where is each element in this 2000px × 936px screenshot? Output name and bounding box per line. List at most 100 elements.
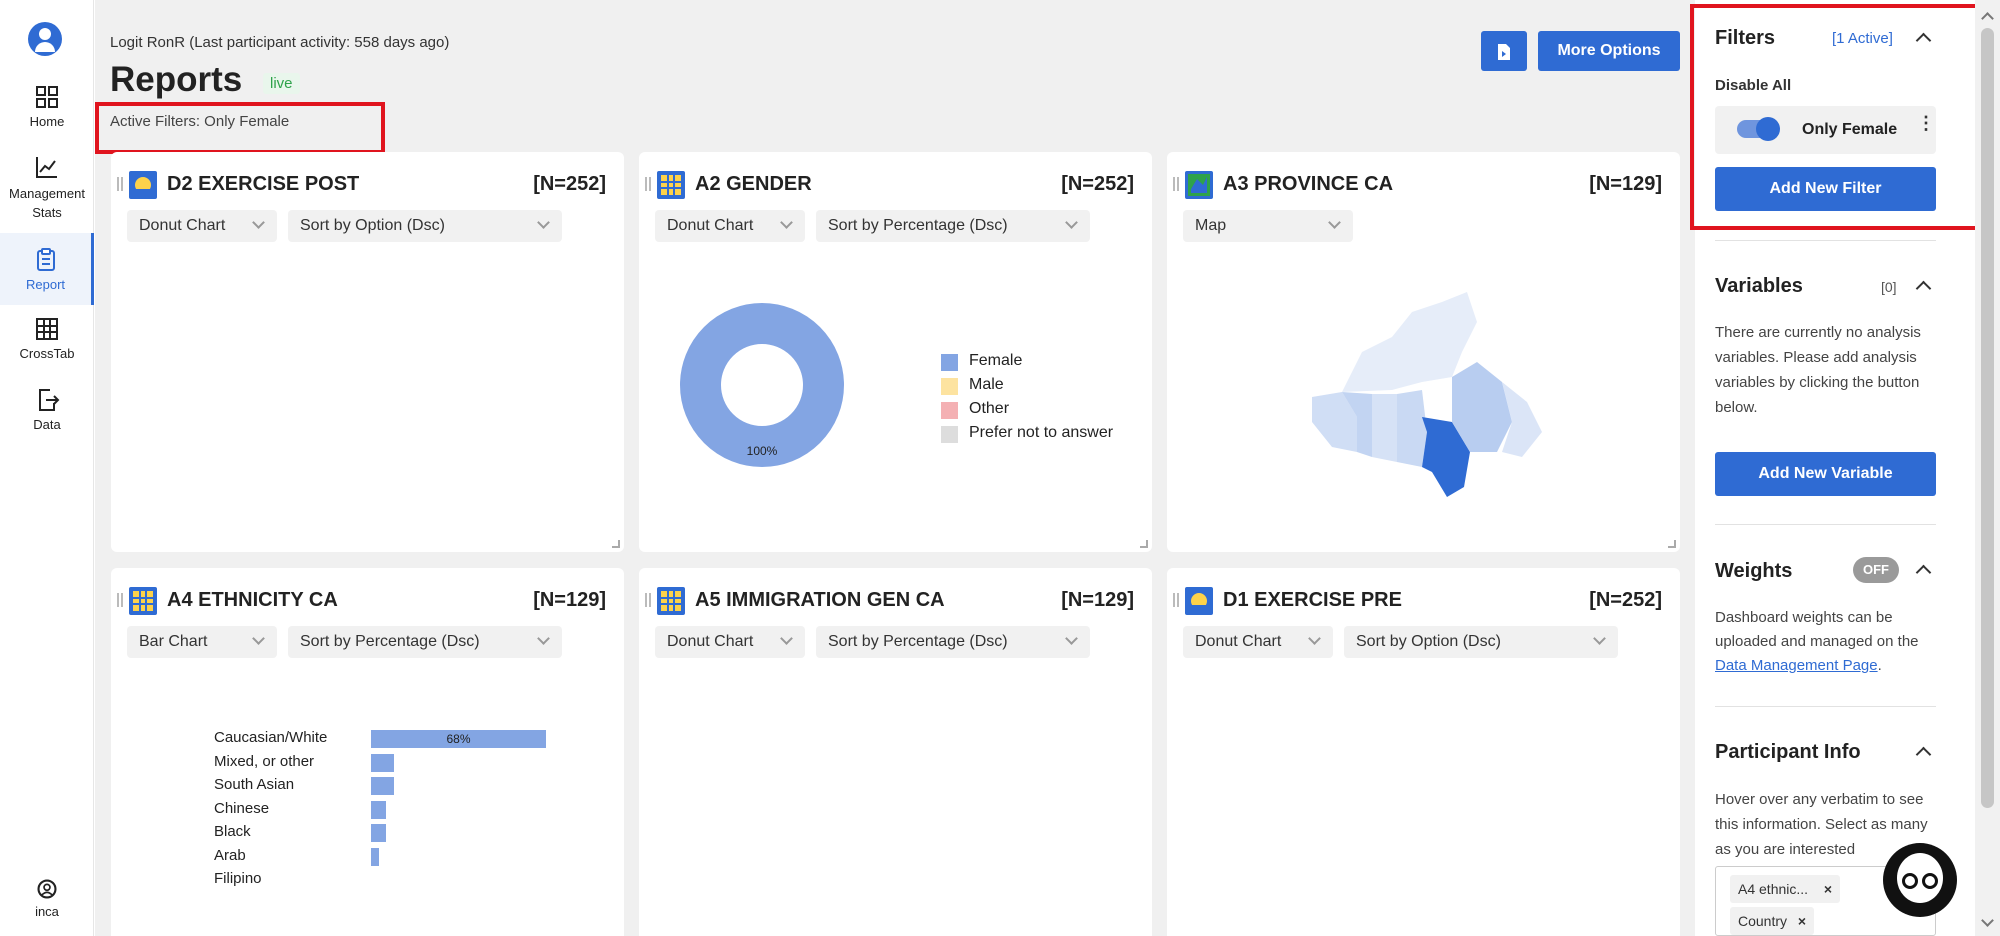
sort-select[interactable]: Sort by Percentage (Dsc) [816,210,1090,242]
card-title: D1 EXERCISE PRE [1223,589,1402,611]
card-d2-exercise-post: D2 EXERCISE POST [N=252] Donut Chart Sor… [111,152,624,552]
legend-label: Prefer not to answer [969,424,1114,441]
chart-type-select[interactable]: Donut Chart [1183,626,1333,658]
app-logo-icon[interactable] [28,22,62,56]
export-pdf-button[interactable] [1481,31,1527,71]
drag-handle-icon[interactable] [645,593,651,607]
donut-data-label: 100% [747,444,778,458]
legend-item[interactable]: Other [941,400,1010,419]
chart-type-select[interactable]: Bar Chart [127,626,277,658]
chart-type-select[interactable]: Donut Chart [655,626,805,658]
sort-value: Sort by Option (Dsc) [1356,633,1501,650]
card-a4-ethnicity-ca: A4 ETHNICITY CA [N=129] Bar Chart Sort b… [111,568,624,936]
card-n-count: [N=252] [1589,589,1662,611]
drag-handle-icon[interactable] [1173,593,1179,607]
chart-type-value: Bar Chart [139,633,208,650]
scroll-down-icon[interactable] [1981,914,1994,927]
card-n-count: [N=252] [533,173,606,195]
weights-description: Dashboard weights can be uploaded and ma… [1715,606,1937,678]
weights-text: Dashboard weights can be uploaded and ma… [1715,609,1919,650]
divider [1715,240,1936,241]
data-management-link[interactable]: Data Management Page [1715,657,1878,674]
remove-tag-icon[interactable]: × [1797,913,1806,929]
nav-item-user[interactable]: inca [0,878,94,919]
map-region-mb [1397,390,1427,467]
bar-arab[interactable] [371,847,379,866]
sort-select[interactable]: Sort by Percentage (Dsc) [816,626,1090,658]
filter-toggle[interactable] [1737,117,1780,141]
clipboard-icon [36,248,55,271]
nav-item-data[interactable]: Data [0,387,94,432]
add-new-variable-button[interactable]: Add New Variable [1715,452,1936,496]
add-new-filter-button[interactable]: Add New Filter [1715,167,1936,211]
weights-toggle-badge[interactable]: OFF [1853,557,1899,583]
map-question-icon [1185,171,1213,199]
chevron-up-icon[interactable] [1915,746,1932,763]
chart-type-select[interactable]: Map [1183,210,1353,242]
map-region-north [1342,292,1477,392]
bar-south-asian[interactable] [371,777,395,795]
grid-question-icon [657,587,685,615]
more-options-button[interactable]: More Options [1538,31,1680,71]
legend-swatch [941,402,958,419]
donut-question-icon [1185,587,1213,615]
canada-map [1312,292,1542,497]
chart-type-select[interactable]: Donut Chart [655,210,805,242]
card-title: A2 GENDER [695,173,812,195]
resize-handle-icon[interactable] [1140,540,1148,548]
filters-active-count[interactable]: [1 Active] [1832,30,1893,47]
chart-type-select[interactable]: Donut Chart [127,210,277,242]
sort-select[interactable]: Sort by Option (Dsc) [288,210,562,242]
resize-handle-icon[interactable] [1668,540,1676,548]
nav-item-crosstab[interactable]: CrossTab [0,316,94,361]
bar-caucasian-white[interactable] [371,730,546,748]
page-scrollbar[interactable] [1975,0,2000,936]
chevron-up-icon[interactable] [1915,564,1932,581]
variables-heading: Variables [1715,275,1803,297]
scroll-up-icon[interactable] [1981,12,1994,25]
scrollbar-thumb[interactable] [1981,28,1994,808]
divider [1715,524,1936,525]
chatbot-avatar-button[interactable] [1883,843,1957,917]
bar-category-label: Caucasian/White [214,729,328,746]
sort-value: Sort by Option (Dsc) [300,217,445,234]
bar-mixed-or-other[interactable] [371,753,395,772]
bar-black[interactable] [371,824,387,842]
grid-question-icon [129,587,157,615]
left-nav: Home Management Stats Report CrossTab Da… [0,0,94,936]
user-circle-icon [37,879,57,899]
participant-fields-select[interactable]: A4 ethnic... × Country × [1715,866,1936,936]
legend-item[interactable]: Prefer not to answer [941,424,1114,443]
participant-tag: A4 ethnic... × [1730,875,1840,903]
bar-chinese[interactable] [371,800,387,819]
sort-value: Sort by Percentage (Dsc) [300,633,480,650]
drag-handle-icon[interactable] [645,177,651,191]
donut-slice-female[interactable] [680,303,844,467]
card-n-count: [N=129] [1061,589,1134,611]
tag-label: A4 ethnic... [1738,881,1809,897]
highlight-box-filters-panel [1690,4,1980,230]
nav-item-home[interactable]: Home [0,84,94,129]
nav-item-report[interactable]: Report [0,233,94,305]
chevron-up-icon[interactable] [1915,280,1932,297]
chart-type-value: Map [1195,217,1227,234]
variables-empty-text: There are currently no analysis variable… [1715,324,1921,416]
legend-item[interactable]: Female [941,352,1022,371]
export-file-icon [39,389,60,411]
disable-all-link[interactable]: Disable All [1715,77,1792,94]
divider [1715,706,1936,707]
legend-item[interactable]: Male [941,376,1004,395]
nav-label-data: Data [33,417,61,432]
sort-select[interactable]: Sort by Percentage (Dsc) [288,626,562,658]
legend-label: Other [969,400,1010,417]
filters-heading: Filters [1715,27,1776,49]
sort-select[interactable]: Sort by Option (Dsc) [1344,626,1618,658]
sort-value: Sort by Percentage (Dsc) [828,217,1008,234]
nav-item-management-stats[interactable]: Management Stats [0,154,94,222]
drag-handle-icon[interactable] [117,593,123,607]
drag-handle-icon[interactable] [1173,177,1179,191]
drag-handle-icon[interactable] [117,177,123,191]
card-a2-gender: A2 GENDER [N=252] Donut Chart Sort by Pe… [639,152,1152,552]
resize-handle-icon[interactable] [612,540,620,548]
remove-tag-icon[interactable]: × [1823,881,1832,897]
